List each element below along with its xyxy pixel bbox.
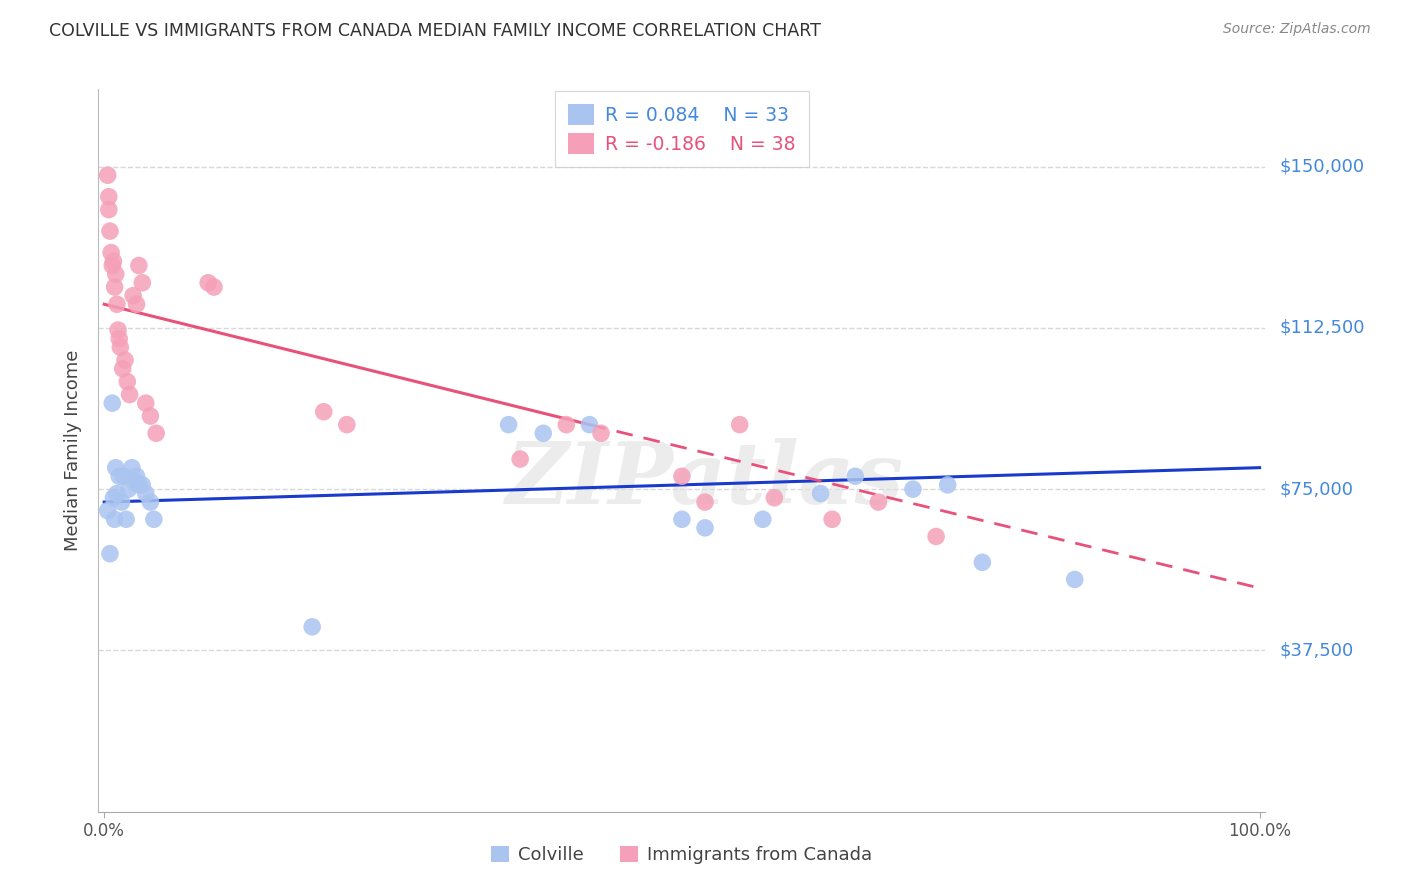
Point bbox=[125, 297, 148, 311]
Point bbox=[114, 353, 136, 368]
Point bbox=[810, 486, 832, 500]
Point bbox=[312, 405, 335, 419]
Text: ZIPatlas: ZIPatlas bbox=[506, 438, 904, 521]
Point bbox=[589, 426, 612, 441]
Point bbox=[104, 267, 127, 281]
Point bbox=[925, 529, 948, 543]
Point bbox=[100, 245, 122, 260]
Point bbox=[104, 460, 127, 475]
Point bbox=[107, 323, 129, 337]
Point bbox=[97, 202, 120, 217]
Point bbox=[111, 361, 134, 376]
Point bbox=[101, 396, 124, 410]
Point bbox=[844, 469, 866, 483]
Point bbox=[108, 469, 131, 483]
Y-axis label: Median Family Income: Median Family Income bbox=[63, 350, 82, 551]
Point bbox=[103, 491, 125, 505]
Point bbox=[98, 224, 121, 238]
Point bbox=[142, 512, 165, 526]
Point bbox=[936, 478, 959, 492]
Point bbox=[139, 409, 162, 423]
Legend: Colville, Immigrants from Canada: Colville, Immigrants from Canada bbox=[484, 838, 880, 871]
Point bbox=[128, 478, 150, 492]
Point bbox=[868, 495, 890, 509]
Point bbox=[301, 620, 323, 634]
Text: $75,000: $75,000 bbox=[1279, 480, 1354, 498]
Point bbox=[128, 259, 150, 273]
Point bbox=[671, 469, 693, 483]
Point bbox=[97, 503, 120, 517]
Point bbox=[498, 417, 520, 432]
Point bbox=[139, 495, 162, 509]
Point bbox=[104, 512, 127, 526]
Point bbox=[202, 280, 225, 294]
Point bbox=[728, 417, 751, 432]
Point bbox=[821, 512, 844, 526]
Point bbox=[110, 340, 132, 354]
Point bbox=[197, 276, 219, 290]
Point bbox=[671, 512, 693, 526]
Point bbox=[693, 495, 716, 509]
Point bbox=[131, 276, 153, 290]
Point bbox=[555, 417, 578, 432]
Point bbox=[578, 417, 600, 432]
Text: $150,000: $150,000 bbox=[1279, 158, 1364, 176]
Point bbox=[98, 547, 121, 561]
Point bbox=[117, 482, 139, 496]
Point bbox=[1063, 573, 1085, 587]
Point bbox=[115, 512, 138, 526]
Point bbox=[693, 521, 716, 535]
Point bbox=[110, 495, 132, 509]
Point bbox=[104, 280, 127, 294]
Point bbox=[112, 469, 135, 483]
Text: COLVILLE VS IMMIGRANTS FROM CANADA MEDIAN FAMILY INCOME CORRELATION CHART: COLVILLE VS IMMIGRANTS FROM CANADA MEDIA… bbox=[49, 22, 821, 40]
Point bbox=[108, 332, 131, 346]
Point bbox=[121, 460, 143, 475]
Point bbox=[122, 288, 145, 302]
Point bbox=[105, 297, 128, 311]
Point bbox=[531, 426, 554, 441]
Point bbox=[105, 486, 128, 500]
Point bbox=[122, 474, 145, 488]
Text: $37,500: $37,500 bbox=[1279, 641, 1354, 659]
Point bbox=[97, 190, 120, 204]
Point bbox=[763, 491, 786, 505]
Point bbox=[901, 482, 924, 496]
Point bbox=[117, 375, 139, 389]
Point bbox=[509, 452, 531, 467]
Text: Source: ZipAtlas.com: Source: ZipAtlas.com bbox=[1223, 22, 1371, 37]
Point bbox=[135, 486, 157, 500]
Text: $112,500: $112,500 bbox=[1279, 318, 1365, 337]
Point bbox=[101, 259, 124, 273]
Point bbox=[103, 254, 125, 268]
Point bbox=[118, 387, 141, 401]
Point bbox=[972, 555, 994, 569]
Point bbox=[125, 469, 148, 483]
Point bbox=[135, 396, 157, 410]
Point bbox=[97, 168, 120, 182]
Point bbox=[336, 417, 359, 432]
Point bbox=[145, 426, 167, 441]
Point bbox=[752, 512, 775, 526]
Point bbox=[131, 478, 153, 492]
